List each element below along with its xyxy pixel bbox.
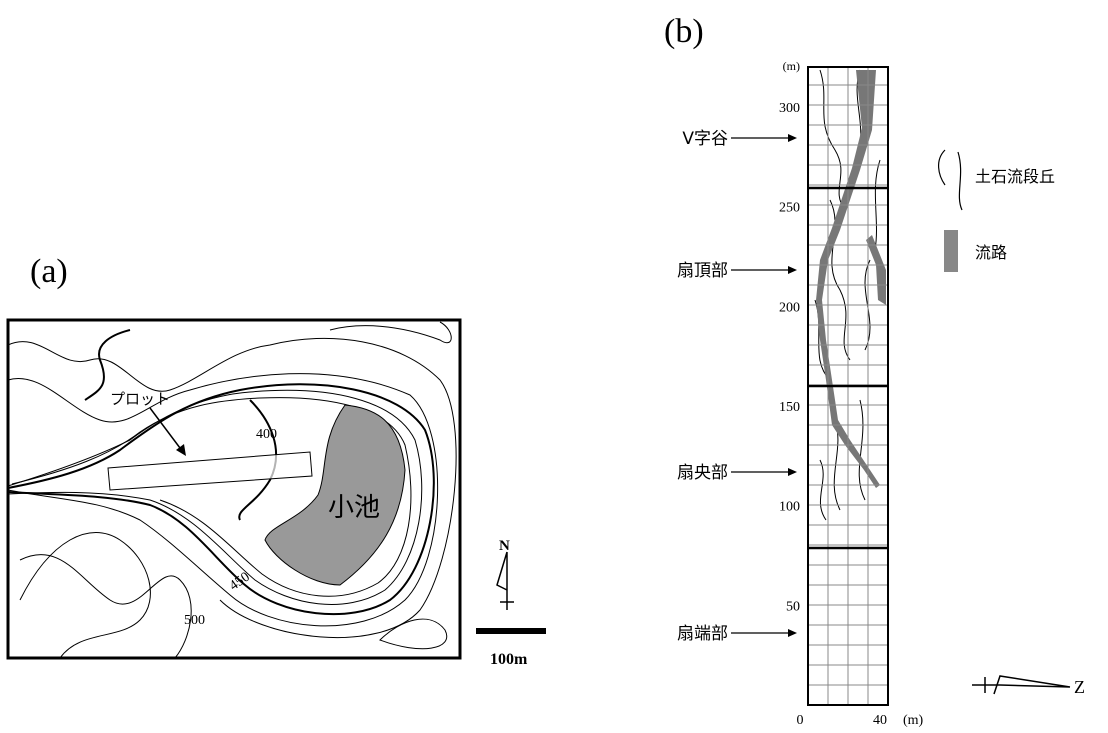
pond-label: 小池 <box>328 493 380 523</box>
arrowhead <box>788 629 797 637</box>
scale-label: 100m <box>490 651 528 668</box>
legend-symbol <box>944 230 958 272</box>
contour-label: 400 <box>256 427 277 442</box>
strip <box>808 67 888 705</box>
y-unit: (m) <box>783 59 800 73</box>
y-tick-label: 50 <box>786 599 800 614</box>
plot-label: プロット <box>110 390 170 408</box>
y-tick-label: 150 <box>779 400 800 415</box>
arrowhead <box>788 134 797 142</box>
arrowhead <box>788 468 797 476</box>
x-tick-label: 0 <box>797 713 804 728</box>
zone-label: 扇頂部 <box>677 261 728 281</box>
y-tick-label: 300 <box>779 101 800 116</box>
zone-label: 扇央部 <box>677 463 728 483</box>
y-tick-label: 250 <box>779 201 800 216</box>
legend-label: 流路 <box>975 243 1007 262</box>
legend-symbol <box>939 150 962 210</box>
north-arrow <box>497 552 514 610</box>
direction-label: Z <box>1074 677 1085 697</box>
panel-label: (a) <box>30 253 68 290</box>
y-tick-label: 200 <box>779 300 800 315</box>
x-tick-label: 40 <box>873 713 887 728</box>
panel-label: (b) <box>664 13 704 50</box>
contour-label: 500 <box>184 613 205 628</box>
legend-label: 土石流段丘 <box>975 167 1055 186</box>
arrowhead <box>788 266 797 274</box>
map <box>8 320 460 658</box>
zone-label: 扇端部 <box>677 624 728 644</box>
figure: (a) プロット 400 450 500 小池 N 100m (b) 土石流段丘… <box>0 0 1108 733</box>
y-tick-label: 100 <box>779 500 800 515</box>
zone-label: V字谷 <box>682 129 728 149</box>
direction-arrow <box>972 676 1070 694</box>
north-label: N <box>499 538 510 554</box>
x-unit: (m) <box>903 713 924 728</box>
